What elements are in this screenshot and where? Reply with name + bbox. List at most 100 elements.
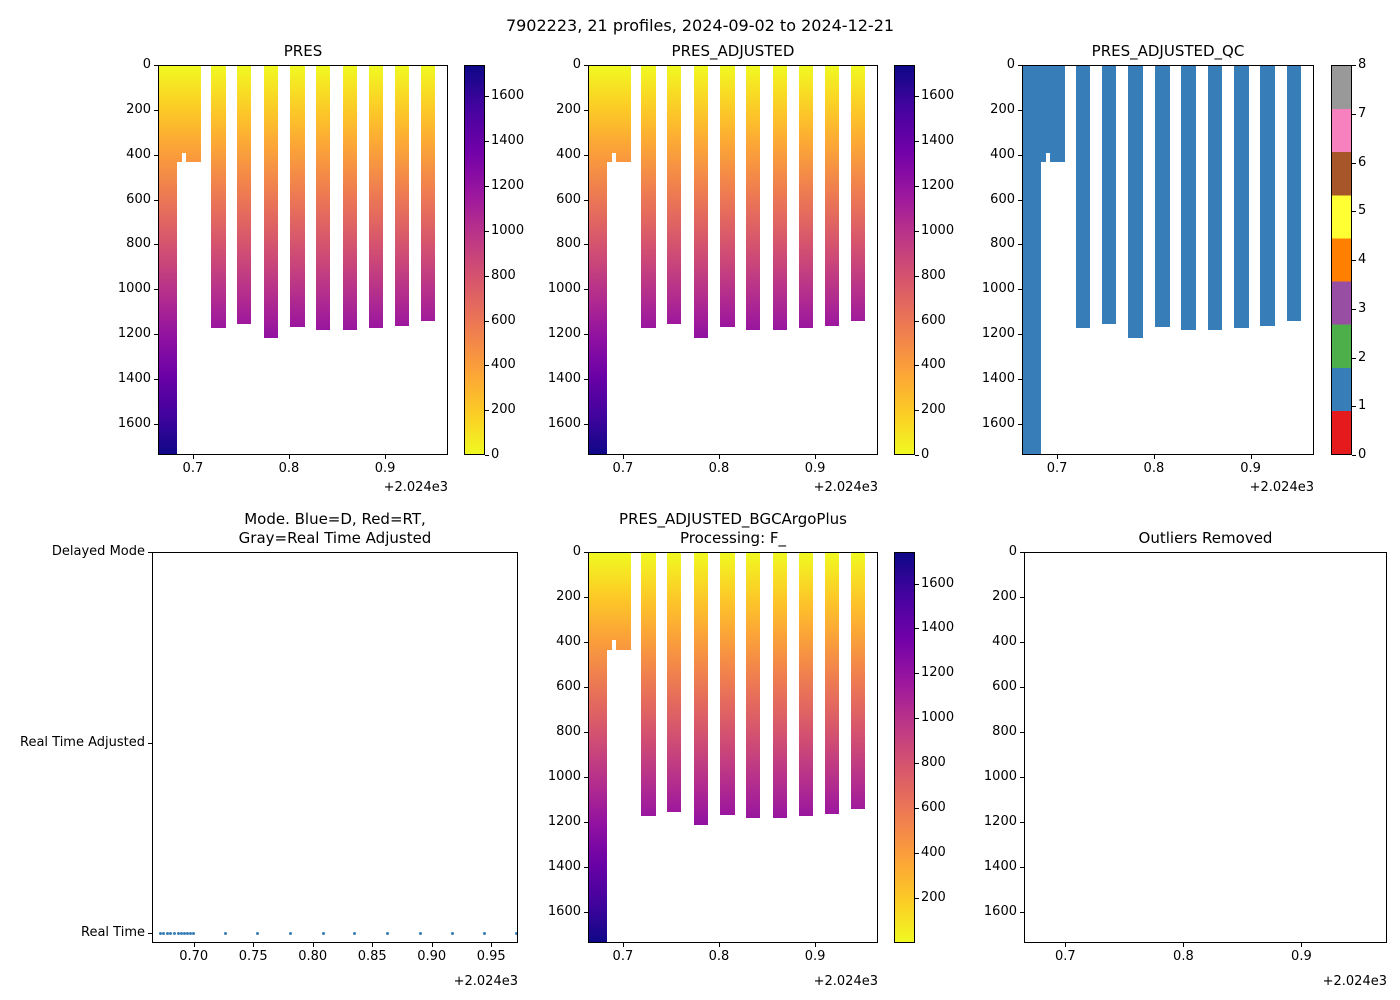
y-tick-mark — [1020, 731, 1024, 733]
colorbar-tick-label: 400 — [491, 357, 516, 373]
y-tick-label: 800 — [992, 723, 1017, 739]
y-tick-label: 0 — [142, 57, 151, 72]
plot-area-qc — [1022, 65, 1314, 455]
plot-area-bgc — [588, 552, 878, 943]
y-tick-mark — [154, 154, 158, 156]
y-tick-mark — [584, 821, 588, 823]
colorbar-bgc — [894, 552, 915, 943]
axis-offset-text: +2.024e3 — [453, 974, 518, 989]
y-tick-mark — [154, 65, 158, 66]
colorbar-tick-label: 5 — [1358, 203, 1367, 219]
profile-bar — [850, 66, 866, 322]
plot-area-pres — [158, 65, 448, 455]
colorbar-tick-mark — [915, 673, 919, 675]
x-tick-mark — [1065, 943, 1067, 947]
colorbar-tick-label: 1200 — [491, 178, 525, 193]
y-tick-label: 400 — [990, 146, 1015, 162]
profile-bar — [746, 66, 761, 330]
x-tick-mark — [1153, 455, 1155, 459]
bar-notch — [611, 640, 617, 650]
colorbar-tick-mark — [1352, 162, 1356, 164]
y-category-label: Real Time Adjusted — [20, 734, 145, 750]
y-tick-mark — [584, 199, 588, 201]
y-tick-label: 1400 — [981, 370, 1015, 386]
profile-bar — [1234, 66, 1249, 329]
panel-title-pres_adjusted: PRES_ADJUSTED — [588, 42, 878, 61]
y-tick-mark — [584, 596, 588, 598]
axis-offset-text: +2.024e3 — [1322, 974, 1387, 989]
colorbar-tick-label: 1000 — [491, 222, 525, 238]
y-tick-mark — [154, 334, 158, 335]
colorbar-tick-mark — [915, 853, 919, 855]
y-tick-mark — [584, 378, 588, 380]
profile-bar — [746, 553, 761, 818]
x-tick-label: 0.75 — [238, 949, 268, 964]
x-tick-label: 0.8 — [708, 949, 730, 964]
data-point — [176, 932, 180, 936]
plot-area-mode — [152, 552, 518, 943]
colorbar-tick-mark — [915, 230, 919, 232]
y-tick-mark — [1018, 334, 1022, 335]
profile-bar — [667, 553, 682, 812]
x-tick-mark — [622, 943, 624, 947]
x-tick-mark — [815, 943, 817, 947]
y-tick-mark — [148, 742, 152, 744]
profile-bar — [824, 553, 839, 814]
data-point — [514, 932, 517, 936]
y-tick-mark — [1020, 596, 1024, 598]
y-tick-label: 1200 — [547, 326, 581, 341]
colorbar-tick-mark — [485, 320, 489, 322]
y-tick-mark — [584, 244, 588, 246]
x-tick-mark — [193, 943, 195, 947]
profile-bar — [1181, 66, 1196, 330]
y-tick-label: 0 — [1006, 57, 1015, 72]
colorbar-tick-mark — [485, 186, 489, 187]
colorbar-tick-label: 0 — [1358, 447, 1367, 462]
colorbar-tick-label: 1 — [1358, 398, 1367, 414]
y-tick-label: 800 — [990, 236, 1015, 252]
profile-bar-wide — [159, 66, 201, 163]
panel-title-line: PRES_ADJUSTED — [671, 42, 795, 60]
x-tick-label: 0.7 — [1046, 461, 1068, 476]
panel-title-line: Gray=Real Time Adjusted — [238, 529, 432, 547]
profile-bar — [342, 66, 357, 330]
colorbar-tick-mark — [1352, 308, 1356, 310]
y-tick-label: 0 — [1008, 544, 1017, 559]
profile-bar — [667, 66, 682, 325]
colorbar-tick-label: 800 — [921, 267, 946, 283]
x-tick-label: 0.90 — [417, 949, 447, 964]
colorbar-tick-label: 200 — [921, 402, 946, 418]
profile-bar — [772, 66, 787, 330]
x-tick-label: 0.7 — [1054, 949, 1076, 964]
y-tick-label: 1600 — [547, 415, 581, 431]
profile-bar — [720, 553, 735, 815]
colorbar-tick-mark — [915, 275, 919, 277]
y-tick-label: 600 — [556, 678, 581, 694]
profile-bar — [420, 66, 436, 322]
profile-bar — [237, 66, 252, 325]
y-tick-mark — [154, 423, 158, 425]
y-tick-mark — [1020, 911, 1024, 913]
colorbar-tick-label: 600 — [491, 312, 516, 328]
colorbar-tick-label: 7 — [1358, 105, 1367, 121]
colorbar-tick-label: 0 — [921, 447, 930, 462]
y-tick-mark — [154, 109, 158, 111]
y-tick-label: 1400 — [547, 370, 581, 386]
colorbar-tick-label: 400 — [921, 357, 946, 373]
colorbar-tick-mark — [1352, 406, 1356, 408]
y-tick-mark — [584, 154, 588, 156]
profile-bar — [1286, 66, 1302, 322]
x-tick-mark — [491, 943, 493, 947]
data-point — [288, 932, 292, 936]
data-point — [223, 932, 227, 936]
x-tick-label: 0.8 — [1173, 949, 1194, 964]
profile-bar — [1101, 66, 1117, 325]
colorbar-tick-mark — [915, 718, 919, 720]
y-tick-label: 400 — [992, 633, 1017, 649]
x-tick-mark — [1250, 455, 1252, 459]
profile-bar — [290, 66, 305, 328]
profile-bar — [798, 66, 813, 329]
y-tick-mark — [584, 289, 588, 291]
panel-title-line: Processing: F_ — [679, 529, 787, 547]
panel-title-outliers: Outliers Removed — [1024, 529, 1387, 548]
